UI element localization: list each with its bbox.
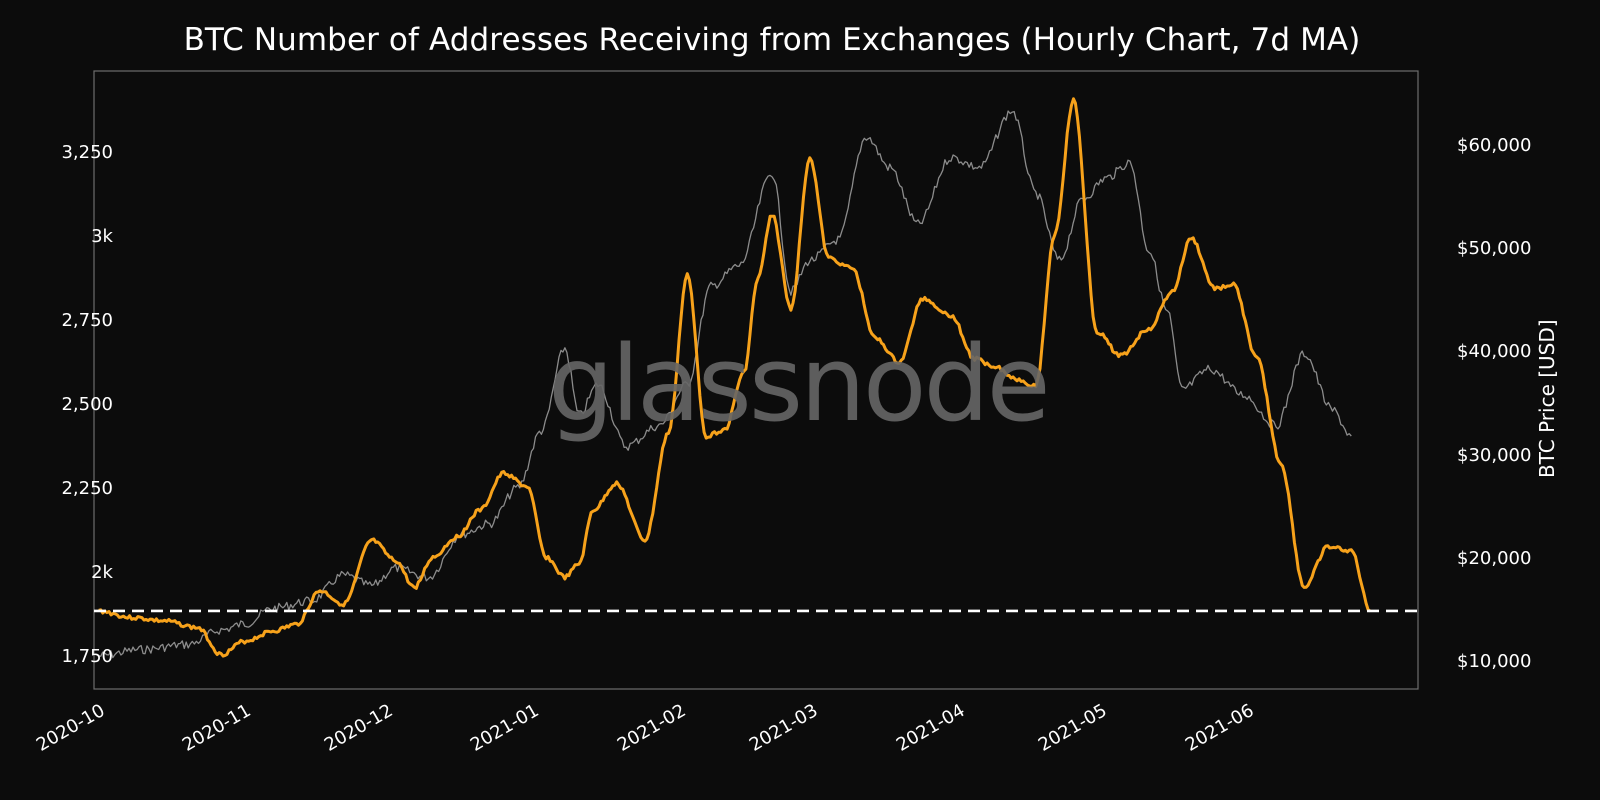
glassnode-watermark: glassnode <box>548 323 1051 445</box>
chart-title: BTC Number of Addresses Receiving from E… <box>183 22 1361 58</box>
addresses-line <box>98 97 1371 658</box>
y-right-tick: $60,000 <box>1457 135 1532 156</box>
y-left-tick: 1,750 <box>61 646 113 667</box>
y-right-tick: $40,000 <box>1457 341 1532 363</box>
y-right-tick: $30,000 <box>1457 444 1532 466</box>
y-left-tick: 2k <box>91 562 113 583</box>
y-right-tick: $50,000 <box>1457 238 1532 260</box>
plot-frame <box>93 70 1419 690</box>
y-axis-right-label: BTC Price [USD] <box>1535 319 1559 478</box>
btc-price-line <box>98 110 1352 659</box>
y-right-tick: $10,000 <box>1457 651 1532 672</box>
y-left-tick: 3k <box>91 226 113 247</box>
y-right-tick: $20,000 <box>1457 547 1532 569</box>
y-left-tick: 2,250 <box>61 478 113 499</box>
y-left-tick: 2,750 <box>61 310 113 331</box>
y-left-tick: 2,500 <box>61 394 113 415</box>
y-left-tick: 3,250 <box>61 142 113 163</box>
